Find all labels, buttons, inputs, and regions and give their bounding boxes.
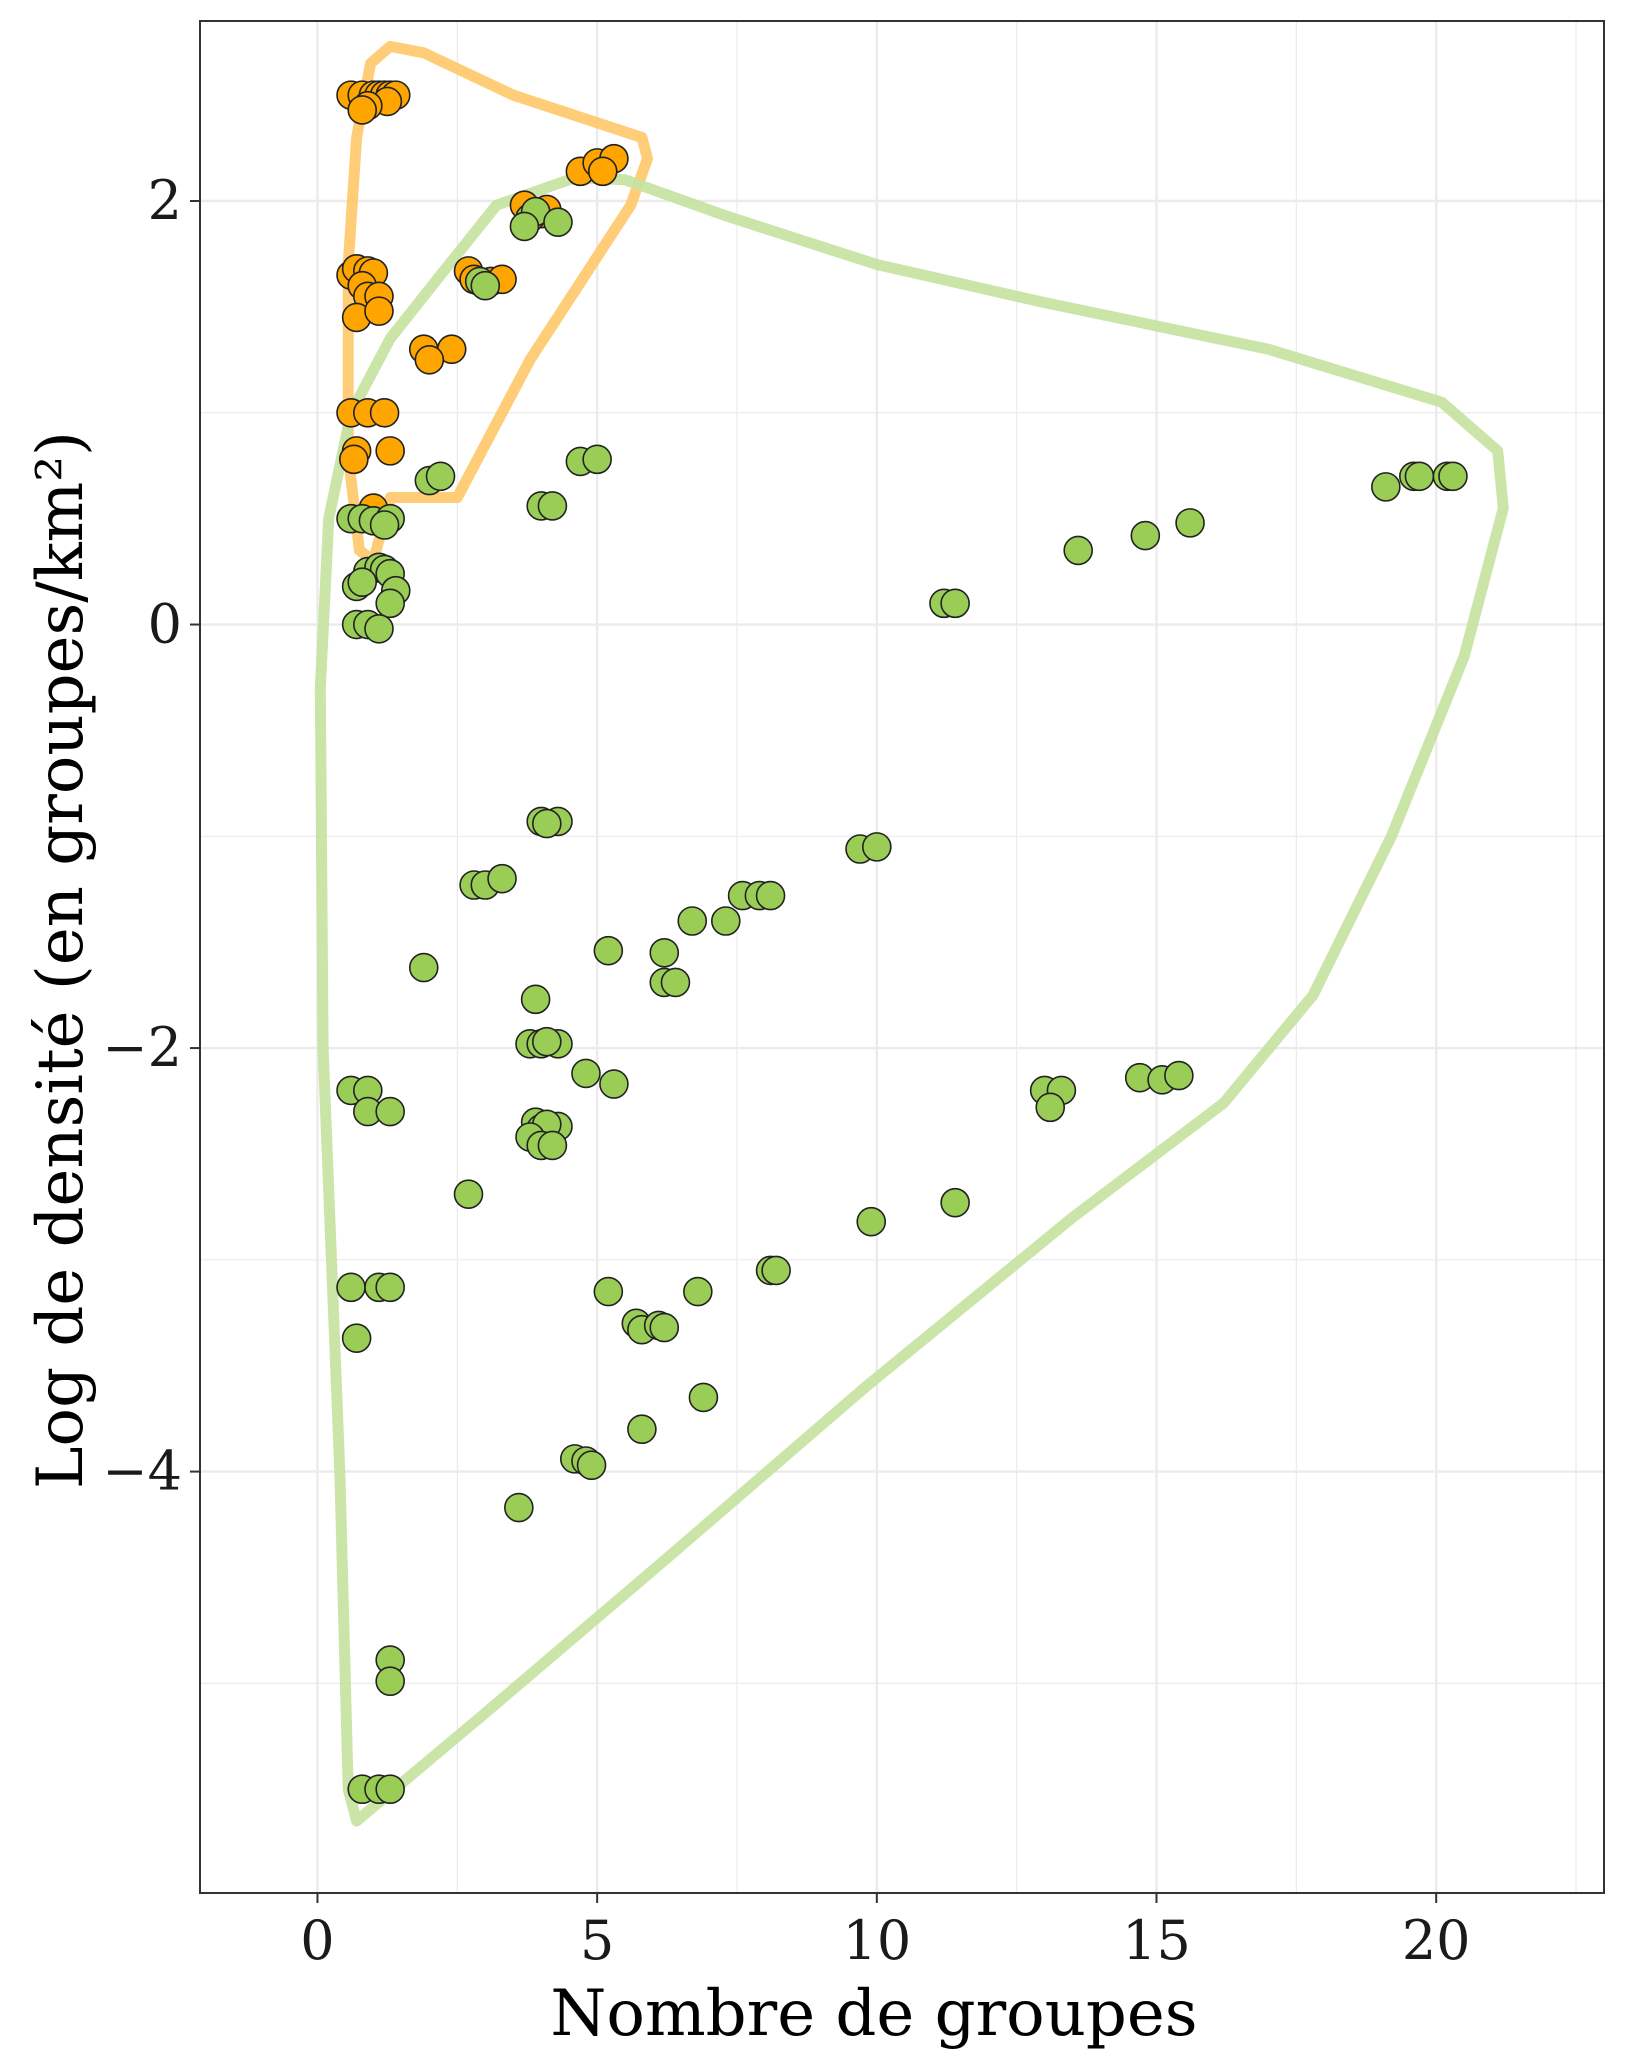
scatter-point-green bbox=[470, 270, 501, 301]
scatter-point-green bbox=[375, 1774, 405, 1805]
convex-hull-hull_orange bbox=[342, 40, 653, 567]
y-tick-label: −2 bbox=[102, 1016, 182, 1079]
scatter-point-green bbox=[576, 1450, 607, 1481]
scatter-point-green bbox=[375, 1272, 405, 1303]
y-tick-label: −4 bbox=[102, 1440, 182, 1503]
scatter-point-green bbox=[1063, 535, 1093, 566]
scatter-point-green bbox=[755, 880, 786, 911]
scatter-point-green bbox=[520, 984, 551, 1015]
scatter-point-green bbox=[593, 935, 624, 966]
convex-hull-hull_green bbox=[314, 172, 1509, 1827]
scatter-point-green bbox=[375, 1666, 405, 1697]
scatter-point-green bbox=[593, 1276, 624, 1307]
scatter-point-green bbox=[532, 1026, 562, 1057]
scatter-point-green bbox=[537, 1130, 568, 1161]
scatter-point-green bbox=[649, 937, 680, 968]
scatter-point-green bbox=[940, 1187, 970, 1218]
scatter-point-green bbox=[1404, 461, 1435, 492]
x-axis-title: Nombre de groupes bbox=[550, 1977, 1197, 2051]
scatter-point-green bbox=[425, 461, 456, 492]
scatter-point-green bbox=[677, 906, 708, 936]
scatter-point-green bbox=[453, 1179, 484, 1209]
y-tick-label: 2 bbox=[148, 169, 182, 232]
scatter-point-green bbox=[683, 1276, 713, 1307]
scatter-point-green bbox=[509, 211, 540, 242]
x-tick-label: 5 bbox=[580, 1909, 614, 1972]
scatter-point-orange bbox=[375, 436, 405, 466]
scatter-point-green bbox=[487, 863, 517, 894]
x-tick-label: 10 bbox=[842, 1909, 911, 1972]
scatter-point-green bbox=[341, 1323, 372, 1353]
scatter-point-green bbox=[660, 967, 691, 998]
scatter-point-green bbox=[1164, 1060, 1194, 1091]
scatter-point-green bbox=[940, 588, 970, 619]
scatter-point-orange bbox=[369, 397, 400, 428]
scatter-point-green bbox=[504, 1492, 534, 1523]
plot-border bbox=[199, 20, 1605, 1894]
scatter-point-green bbox=[537, 491, 568, 521]
scatter-point-green bbox=[711, 906, 741, 936]
x-tick-label: 20 bbox=[1402, 1909, 1471, 1972]
scatter-point-green bbox=[649, 1312, 680, 1343]
scatter-point-orange bbox=[339, 444, 369, 475]
scatter-point-green bbox=[532, 808, 562, 839]
scatter-point-green bbox=[369, 510, 400, 540]
scatter-point-orange bbox=[414, 345, 445, 375]
y-axis-title: Log de densité (en groupes/km²) bbox=[24, 431, 98, 1489]
scatter-point-green bbox=[364, 613, 394, 644]
scatter-point-green bbox=[375, 1096, 405, 1127]
scatter-point-green bbox=[688, 1382, 719, 1413]
scatter-point-green bbox=[599, 1069, 629, 1099]
scatter-point-green bbox=[1035, 1092, 1066, 1123]
scatter-point-green bbox=[1175, 508, 1205, 538]
scatter-point-green bbox=[1438, 461, 1468, 492]
scatter-point-green bbox=[627, 1414, 657, 1445]
scatter-point-green bbox=[347, 567, 378, 597]
x-tick-label: 0 bbox=[300, 1909, 334, 1972]
scatter-point-green bbox=[1130, 520, 1161, 551]
scatter-point-orange bbox=[587, 156, 618, 187]
scatter-point-green bbox=[761, 1255, 791, 1286]
scatter-point-green bbox=[543, 207, 573, 237]
scatter-point-orange bbox=[364, 296, 394, 326]
x-tick-label: 15 bbox=[1122, 1909, 1191, 1972]
scatter-point-green bbox=[856, 1206, 887, 1237]
plot-panel bbox=[200, 21, 1604, 1893]
scatter-point-green bbox=[1371, 472, 1401, 502]
y-tick-label: 0 bbox=[148, 593, 182, 656]
scatter-point-green bbox=[336, 1272, 366, 1303]
scatter-point-green bbox=[862, 832, 892, 862]
scatter-point-green bbox=[582, 444, 612, 475]
scatter-point-green bbox=[375, 588, 405, 619]
scatter-point-green bbox=[571, 1058, 601, 1089]
scatter-point-orange bbox=[347, 95, 378, 125]
scatter-point-green bbox=[408, 952, 439, 983]
